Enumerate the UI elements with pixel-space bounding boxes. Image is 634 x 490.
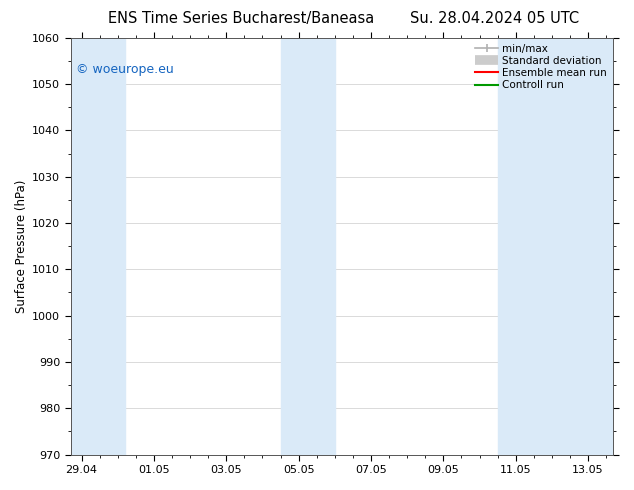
- Text: Su. 28.04.2024 05 UTC: Su. 28.04.2024 05 UTC: [410, 11, 579, 26]
- Legend: min/max, Standard deviation, Ensemble mean run, Controll run: min/max, Standard deviation, Ensemble me…: [474, 43, 608, 91]
- Bar: [281, 38, 335, 455]
- Text: ENS Time Series Bucharest/Baneasa: ENS Time Series Bucharest/Baneasa: [108, 11, 374, 26]
- Bar: [71, 38, 125, 455]
- Bar: [498, 38, 614, 455]
- Y-axis label: Surface Pressure (hPa): Surface Pressure (hPa): [15, 179, 28, 313]
- Text: © woeurope.eu: © woeurope.eu: [76, 63, 174, 76]
